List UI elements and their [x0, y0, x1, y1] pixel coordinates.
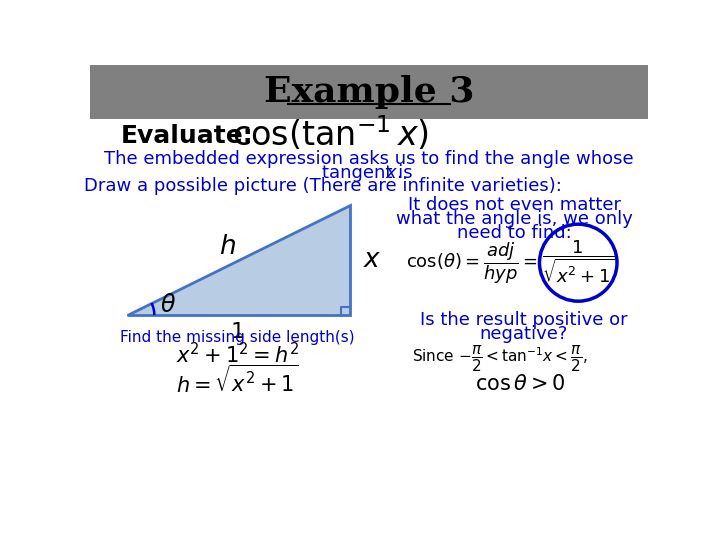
Text: It does not even matter: It does not even matter	[408, 196, 621, 214]
Text: $\cos\!\left(\theta\right)=\dfrac{adj}{hyp}=$: $\cos\!\left(\theta\right)=\dfrac{adj}{h…	[406, 240, 538, 286]
Text: $x$: $x$	[363, 247, 382, 273]
Text: need to find:: need to find:	[457, 224, 572, 242]
Text: Evaluate:: Evaluate:	[121, 124, 253, 147]
Text: negative?: negative?	[480, 325, 568, 343]
Text: $\cos\!\left(\tan^{-1} x\right)$: $\cos\!\left(\tan^{-1} x\right)$	[232, 114, 428, 153]
Text: 1: 1	[230, 322, 244, 342]
Text: Draw a possible picture (There are infinite varieties):: Draw a possible picture (There are infin…	[84, 178, 562, 195]
Polygon shape	[127, 205, 350, 315]
Text: $\dfrac{1}{\sqrt{x^2+1}}$: $\dfrac{1}{\sqrt{x^2+1}}$	[542, 239, 614, 286]
Text: $h = \sqrt{x^2+1}$: $h = \sqrt{x^2+1}$	[176, 364, 299, 396]
Text: what the angle is, we only: what the angle is, we only	[396, 210, 633, 228]
Text: Find the missing side length(s): Find the missing side length(s)	[120, 330, 354, 345]
Text: $x$.: $x$.	[385, 164, 402, 181]
Text: $\theta$: $\theta$	[160, 293, 176, 317]
Text: Is the result positive or: Is the result positive or	[420, 312, 628, 329]
Text: tangent is: tangent is	[323, 164, 419, 181]
Text: $\cos\theta > 0$: $\cos\theta > 0$	[474, 374, 565, 394]
Text: $x^2 + 1^2 = h^2$: $x^2 + 1^2 = h^2$	[176, 342, 299, 368]
Text: The embedded expression asks us to find the angle whose: The embedded expression asks us to find …	[104, 150, 634, 168]
Text: $h$: $h$	[220, 234, 236, 260]
Text: Example 3: Example 3	[264, 75, 474, 109]
FancyBboxPatch shape	[90, 65, 648, 119]
Text: $\mathrm{Since}\ {-}\dfrac{\pi}{2} < \tan^{-1}\!x < \dfrac{\pi}{2},$: $\mathrm{Since}\ {-}\dfrac{\pi}{2} < \ta…	[412, 344, 587, 374]
